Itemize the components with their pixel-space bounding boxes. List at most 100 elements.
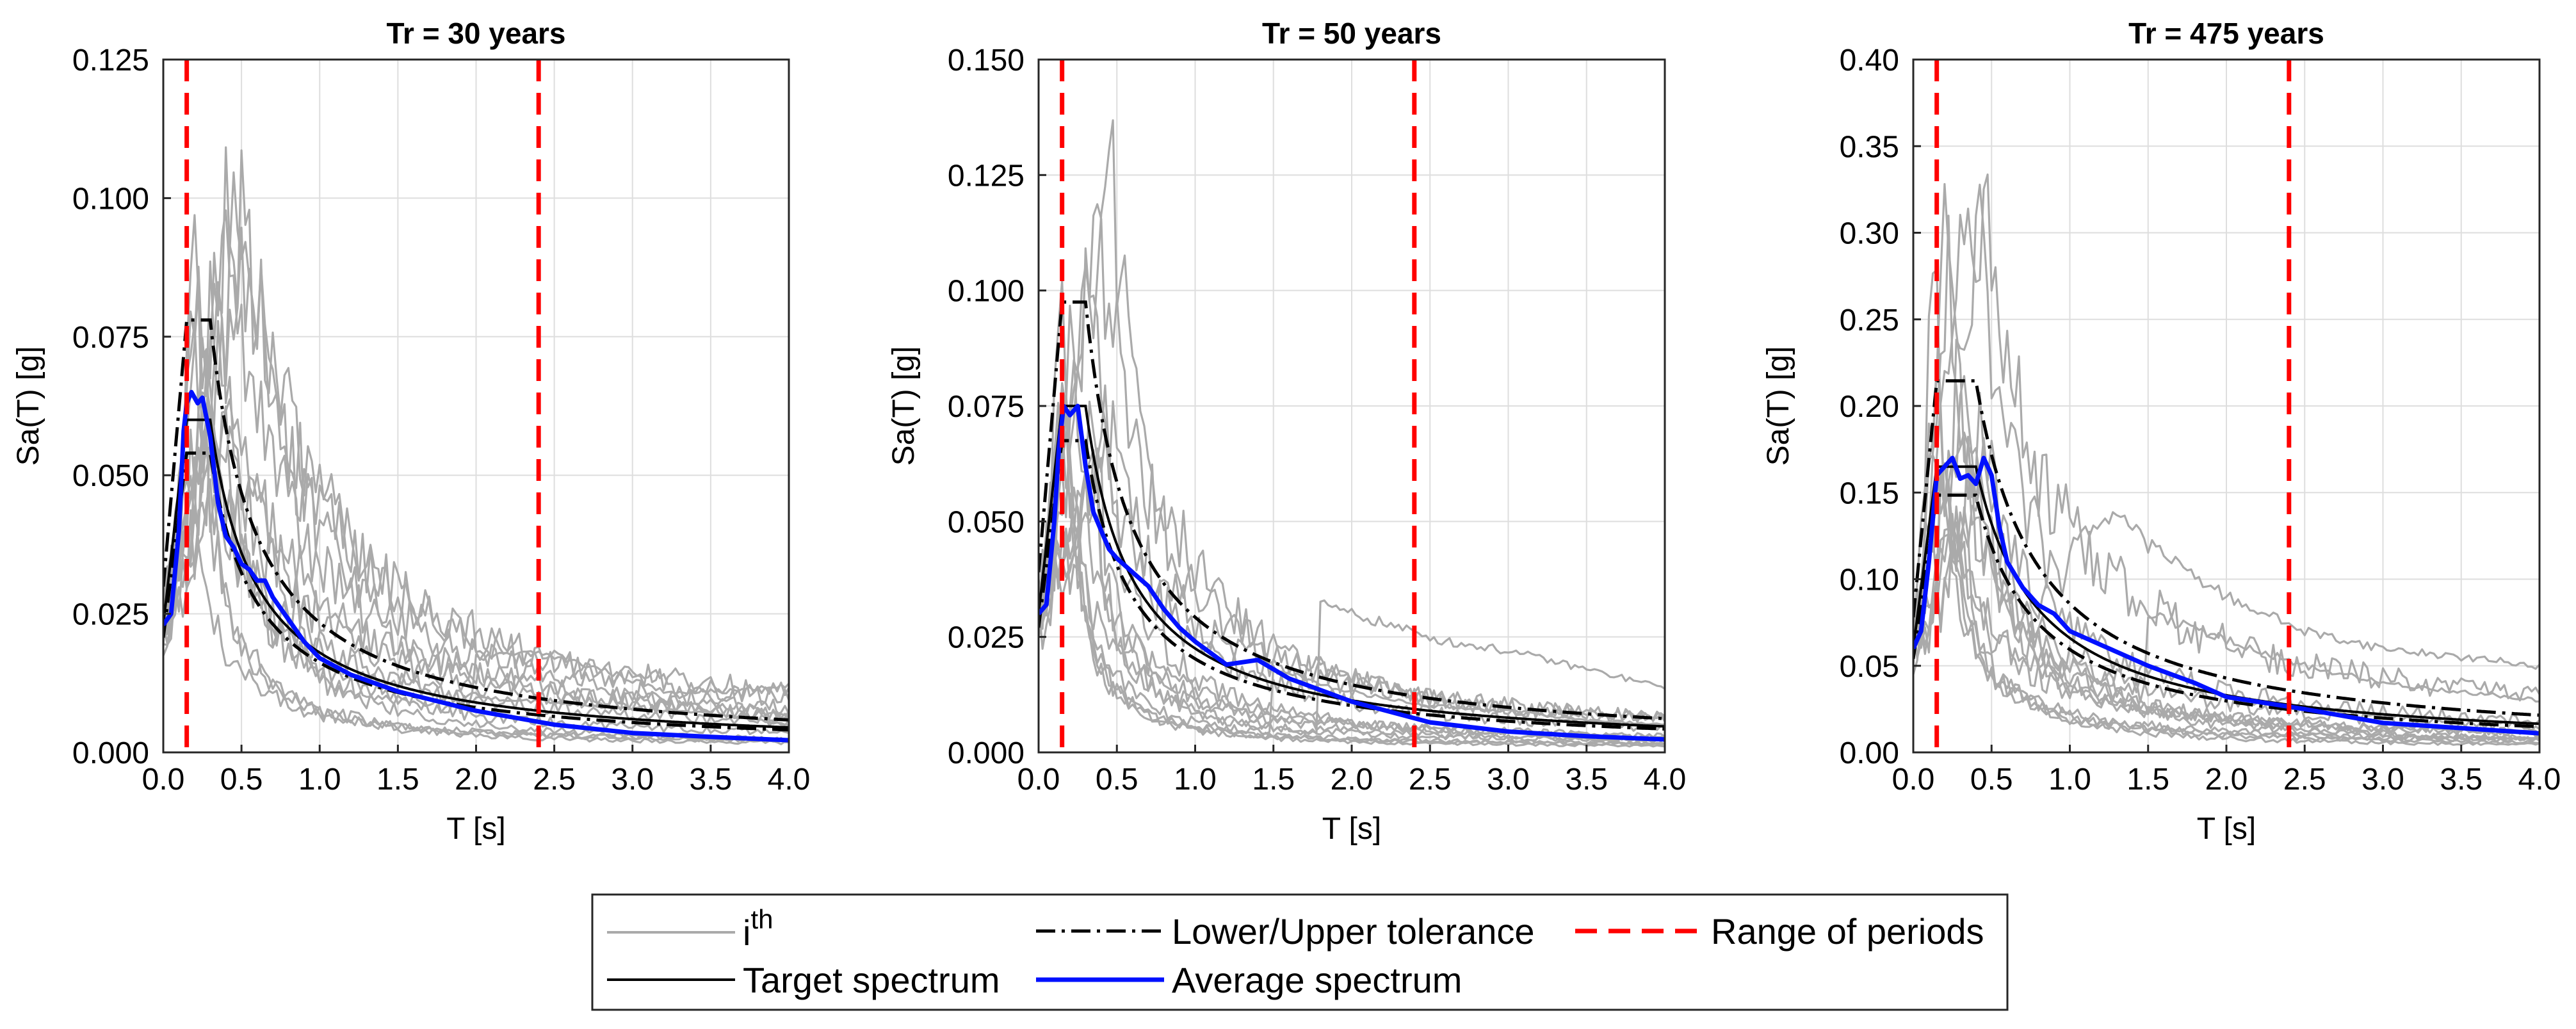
y-tick-label: 0.10 [1840, 563, 1899, 597]
y-tick-label: 0.35 [1840, 130, 1899, 164]
target-spectrum-line [163, 418, 789, 729]
y-tick-label: 0.000 [948, 736, 1025, 770]
y-tick-label: 0.150 [948, 44, 1025, 77]
lower-tolerance-line [163, 451, 789, 732]
grid [1038, 59, 1665, 753]
y-axis-label: Sa(T) [g] [1762, 346, 1795, 466]
lower-tolerance-line [1913, 493, 2540, 729]
x-tick-label: 0.5 [1970, 763, 2013, 797]
x-tick-label: 0.0 [142, 763, 185, 797]
x-tick-label: 1.5 [377, 763, 419, 797]
x-tick-label: 1.0 [298, 763, 341, 797]
y-tick-label: 0.075 [72, 321, 149, 355]
plot-area [1039, 119, 1665, 748]
legend-label-ith: ith [743, 904, 773, 953]
legend: ith Target spectrum Lower/Upper tolerance A… [591, 893, 2009, 1011]
plot-area [163, 146, 789, 745]
x-tick-label: 1.5 [1252, 763, 1295, 797]
record-spectrum-line [163, 425, 789, 708]
x-axis-label: T [s] [1322, 812, 1381, 846]
x-tick-label: 3.5 [690, 763, 733, 797]
chart-title: Tr = 30 years [386, 17, 565, 50]
x-tick-label: 1.0 [1174, 763, 1217, 797]
y-tick-label: 0.050 [72, 459, 149, 493]
legend-item-range: Range of periods [1575, 911, 1984, 952]
x-tick-label: 0.5 [1096, 763, 1138, 797]
record-spectrum-line [163, 424, 789, 745]
x-tick-label: 0.0 [1892, 763, 1935, 797]
x-tick-label: 2.0 [2205, 763, 2248, 797]
upper-tolerance-line [163, 318, 789, 722]
legend-label-tolerance: Lower/Upper tolerance [1172, 911, 1535, 952]
x-tick-label: 4.0 [2518, 763, 2561, 797]
upper-tolerance-line [1913, 379, 2540, 717]
x-tick-label: 4.0 [1644, 763, 1687, 797]
legend-item-ith: ith [607, 904, 773, 953]
record-spectrum-line [163, 266, 789, 736]
y-tick-label: 0.125 [72, 44, 149, 77]
record-spectrum-line [1913, 506, 2540, 746]
legend-item-tolerance: Lower/Upper tolerance [1036, 911, 1535, 952]
y-tick-label: 0.40 [1840, 44, 1899, 77]
y-tick-label: 0.125 [948, 159, 1025, 193]
x-tick-label: 3.0 [1487, 763, 1530, 797]
y-tick-label: 0.100 [948, 275, 1025, 309]
chart-panel-3: 0.0 0.5 1.0 1.5 2.0 2.5 3.0 3.5 4.0 0.00 0.05 0.10 0… [1762, 17, 2561, 846]
y-tick-label: 0.000 [72, 736, 149, 770]
y-tick-label: 0.050 [948, 505, 1025, 539]
x-tick-label: 1.5 [2126, 763, 2169, 797]
chart-panel-1: 0.0 0.5 1.0 1.5 2.0 2.5 3.0 3.5 4.0 0.000 0.025 0.0… [12, 17, 810, 846]
chart-panel-2: 0.0 0.5 1.0 1.5 2.0 2.5 3.0 3.5 4.0 0.000 0.025 0.0… [887, 17, 1686, 846]
legend-item-average: Average spectrum [1036, 960, 1462, 1000]
legend-label-average: Average spectrum [1172, 960, 1462, 1000]
y-tick-label: 0.05 [1840, 650, 1899, 684]
y-tick-label: 0.025 [72, 598, 149, 632]
legend-label-range: Range of periods [1711, 911, 1984, 952]
record-spectrum-line [163, 227, 789, 706]
record-spectrum-line [1913, 454, 2540, 743]
legend-label-target: Target spectrum [743, 960, 1000, 1000]
legend-item-target: Target spectrum [607, 960, 1000, 1000]
x-tick-label: 2.5 [1409, 763, 1452, 797]
record-spectrum-line [1039, 264, 1665, 722]
chart-title: Tr = 50 years [1262, 17, 1441, 50]
x-tick-label: 4.0 [768, 763, 811, 797]
x-axis-label: T [s] [446, 812, 505, 846]
x-tick-label: 3.5 [2440, 763, 2483, 797]
chart-title: Tr = 475 years [2128, 17, 2324, 50]
record-spectrum-line [1913, 183, 2540, 670]
plot-area [1913, 173, 2540, 746]
record-spectrum-line [1913, 173, 2540, 702]
y-tick-label: 0.15 [1840, 476, 1899, 510]
record-spectrum-line [1913, 182, 2540, 736]
average-spectrum-line [1913, 455, 2540, 736]
y-tick-label: 0.20 [1840, 390, 1899, 424]
record-spectrum-line [1039, 304, 1665, 743]
y-axis-label: Sa(T) [g] [12, 346, 45, 466]
y-axis-label: Sa(T) [g] [887, 346, 921, 466]
record-spectrum-line [1039, 119, 1665, 724]
record-spectrum-line [1913, 375, 2540, 741]
x-tick-label: 2.5 [533, 763, 576, 797]
y-tick-label: 0.075 [948, 390, 1025, 424]
y-tick-label: 0.00 [1840, 736, 1899, 770]
y-tick-label: 0.100 [72, 182, 149, 216]
record-spectrum-line [1039, 382, 1665, 746]
x-tick-label: 3.0 [611, 763, 654, 797]
x-tick-label: 3.0 [2361, 763, 2404, 797]
record-spectrum-line [163, 149, 789, 715]
x-tick-label: 3.5 [1565, 763, 1608, 797]
y-tick-label: 0.25 [1840, 304, 1899, 337]
x-tick-label: 1.0 [2048, 763, 2091, 797]
record-spectrum-line [1913, 462, 2540, 745]
x-tick-label: 2.0 [455, 763, 498, 797]
legend-box [591, 893, 2009, 1011]
y-tick-label: 0.30 [1840, 217, 1899, 251]
lower-tolerance-line [1039, 439, 1665, 731]
legend-label-superscript: th [750, 904, 773, 934]
y-tick-label: 0.025 [948, 621, 1025, 655]
x-tick-label: 0.5 [220, 763, 263, 797]
x-axis-label: T [s] [2197, 812, 2256, 846]
x-tick-label: 0.0 [1017, 763, 1060, 797]
